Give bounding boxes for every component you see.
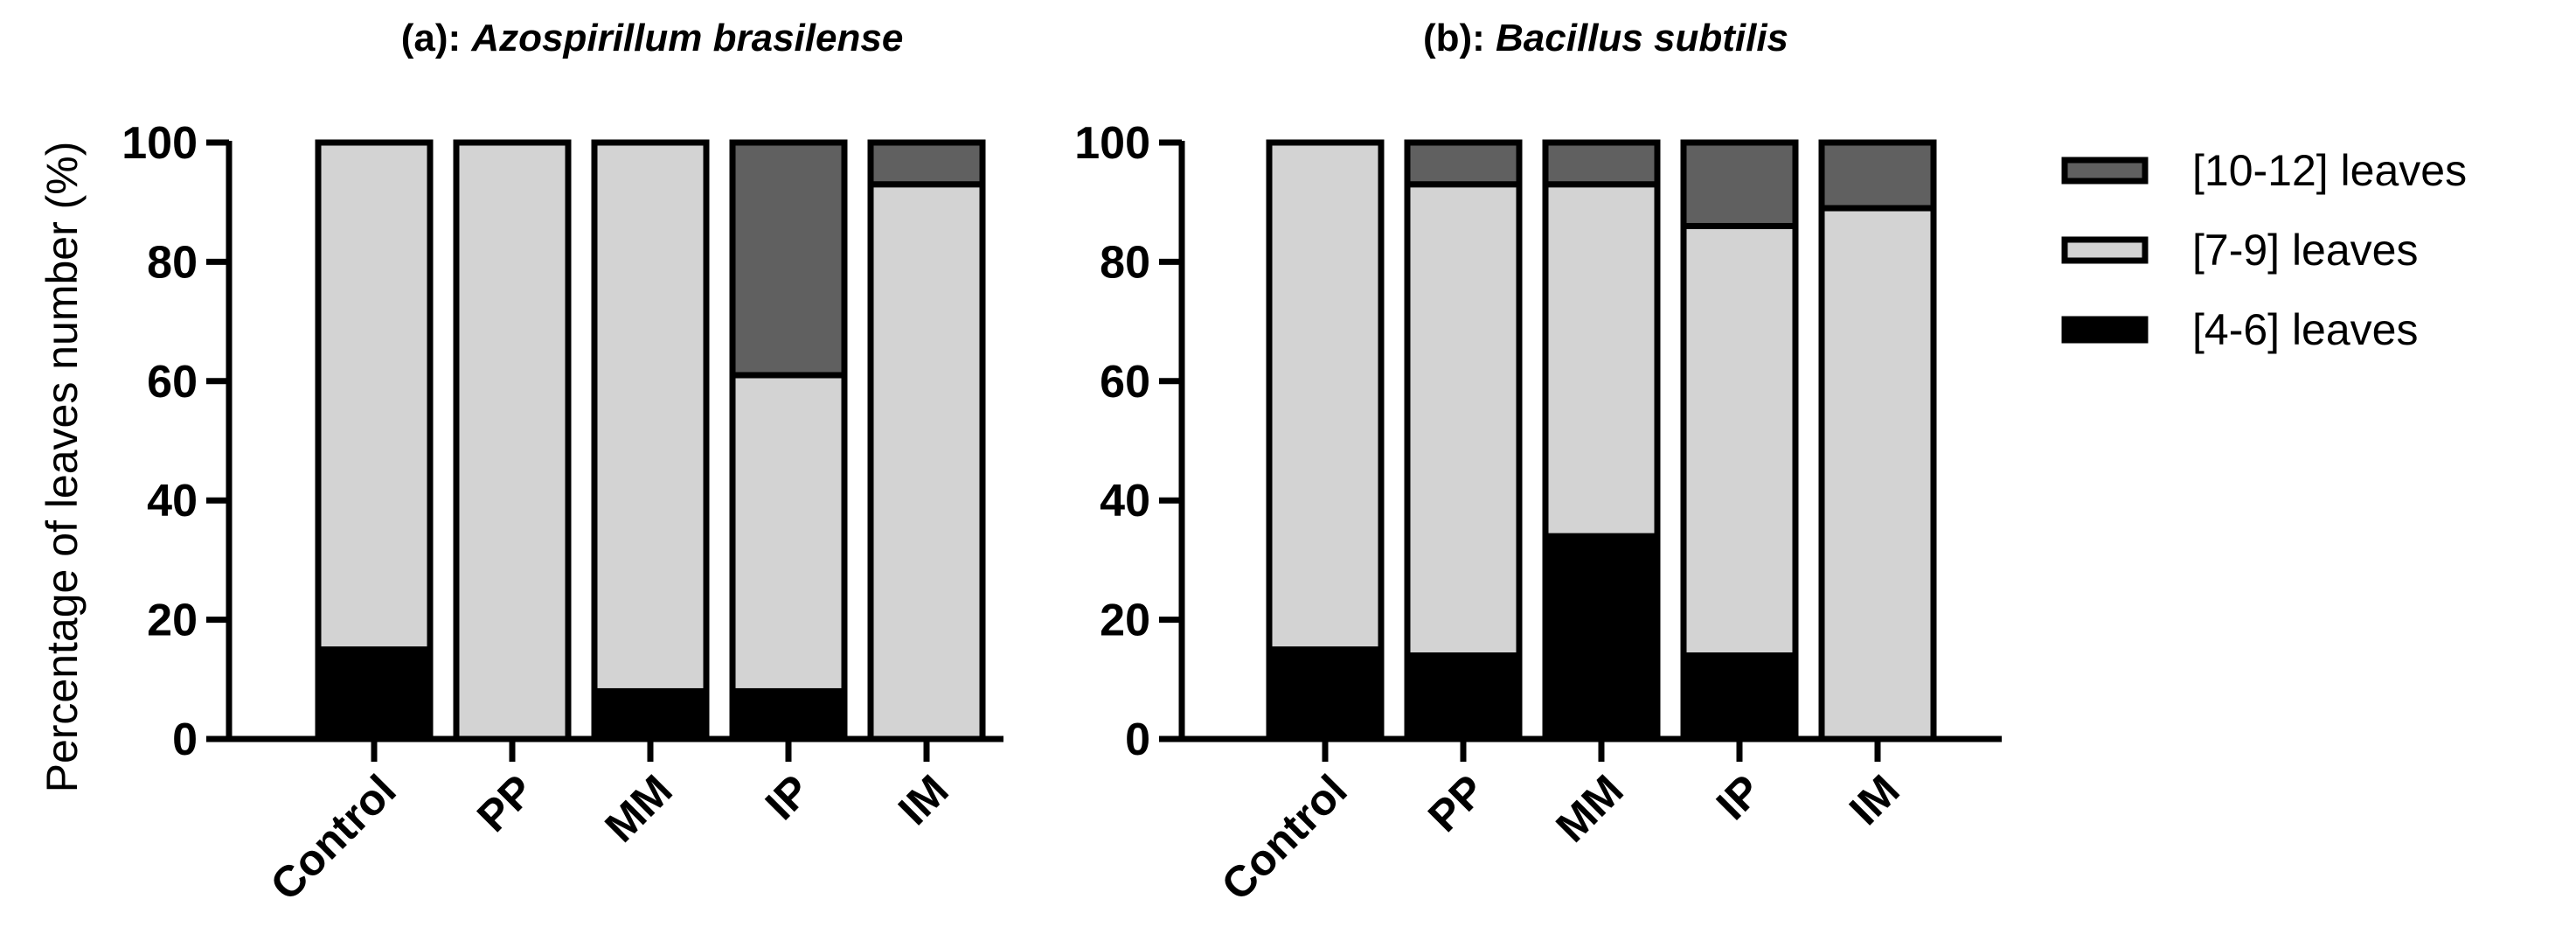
bar-segment-mm-4-6 [1542, 533, 1661, 742]
bar-segment-ip-4-6 [1680, 652, 1799, 742]
chart-title: (a): Azospirillum brasilense [401, 17, 904, 59]
chart-title-prefix: (a): [401, 17, 472, 59]
bar-segment-pp-10-12 [1404, 139, 1523, 188]
bar-segment-control-4-6 [315, 646, 434, 742]
chart-title-species: Azospirillum brasilense [470, 17, 903, 59]
legend: [10-12] leaves [7-9] leaves [4-6] leaves [2061, 146, 2467, 354]
bar-segment-control-7-9 [315, 139, 434, 653]
y-tick-label: 80 [1100, 237, 1150, 288]
x-tick-label: IP [756, 765, 820, 829]
x-tick-label: MM [1546, 765, 1633, 852]
y-tick-label: 0 [1125, 714, 1150, 765]
chart-title-species: Bacillus subtilis [1496, 17, 1788, 59]
legend-label: [10-12] leaves [2192, 146, 2467, 195]
bar-segment-mm-7-9 [591, 139, 710, 694]
y-axis-label: Percentage of leaves number (%) [38, 142, 87, 793]
legend-swatch [2061, 157, 2149, 185]
legend-swatch [2061, 236, 2149, 264]
bar-segment-mm-10-12 [1542, 139, 1661, 188]
y-tick-label: 20 [1100, 596, 1150, 646]
legend-label: [4-6] leaves [2192, 305, 2418, 354]
bar-segment-ip-7-9 [1680, 222, 1799, 659]
bar-segment-im-10-12 [1818, 139, 1937, 212]
bar-segment-pp-7-9 [1404, 181, 1523, 659]
x-tick-label: IM [889, 765, 958, 834]
bar-segment-pp-7-9 [453, 139, 572, 742]
y-tick-label: 80 [147, 237, 198, 288]
y-tick-label: 100 [1074, 118, 1150, 169]
bar-segment-im-7-9 [867, 181, 986, 742]
bar-segment-pp-4-6 [1404, 652, 1523, 742]
bar-segment-ip-10-12 [729, 139, 848, 379]
y-tick-label: 60 [147, 357, 198, 408]
chart-title-prefix: (b): [1423, 17, 1496, 59]
x-tick-label: IM [1840, 765, 1909, 834]
y-tick-label: 60 [1100, 357, 1150, 408]
bar-segment-control-7-9 [1266, 139, 1385, 653]
bar-segment-ip-10-12 [1680, 139, 1799, 229]
x-tick-label: Control [261, 765, 406, 910]
bar-segment-ip-7-9 [729, 372, 848, 694]
y-tick-label: 40 [147, 476, 198, 526]
bar-segment-im-7-9 [1818, 205, 1937, 742]
x-tick-label: MM [595, 765, 682, 852]
y-tick-label: 20 [147, 596, 198, 646]
legend-swatch [2061, 316, 2149, 344]
bar-segment-im-10-12 [867, 139, 986, 188]
bar-segment-mm-4-6 [591, 687, 710, 742]
bar-segment-mm-7-9 [1542, 181, 1661, 540]
x-tick-label: PP [1419, 765, 1495, 841]
bar-segment-ip-4-6 [729, 687, 848, 742]
y-tick-label: 0 [172, 714, 198, 765]
x-tick-label: IP [1707, 765, 1771, 829]
chart-panel-b: (b): Bacillus subtilis 0 20 40 60 80 100 Contro… [1074, 17, 2002, 910]
legend-label: [7-9] leaves [2192, 226, 2418, 275]
bar-segment-control-4-6 [1266, 646, 1385, 742]
y-tick-label: 40 [1100, 476, 1150, 526]
chart-panel-a: (a): Azospirillum brasilense 0 20 40 60 80 100… [38, 17, 1003, 910]
chart-title: (b): Bacillus subtilis [1423, 17, 1788, 59]
x-tick-label: PP [468, 765, 544, 841]
x-tick-label: Control [1212, 765, 1357, 910]
y-tick-label: 100 [122, 118, 198, 169]
